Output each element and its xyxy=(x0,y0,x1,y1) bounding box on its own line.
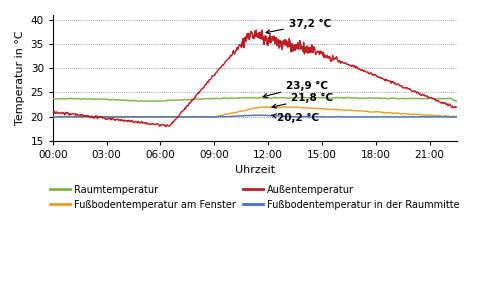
Text: 20,2 °C: 20,2 °C xyxy=(271,113,319,124)
Y-axis label: Temperatur in °C: Temperatur in °C xyxy=(15,31,25,125)
Text: 21,8 °C: 21,8 °C xyxy=(272,93,334,108)
X-axis label: Uhrzeit: Uhrzeit xyxy=(235,165,275,176)
Text: 23,9 °C: 23,9 °C xyxy=(263,80,328,98)
Legend: Raumtemperatur, Fußbodentemperatur am Fenster, Außentemperatur, Fußbodentemperat: Raumtemperatur, Fußbodentemperatur am Fe… xyxy=(47,181,463,214)
Text: 37,2 °C: 37,2 °C xyxy=(266,19,331,34)
